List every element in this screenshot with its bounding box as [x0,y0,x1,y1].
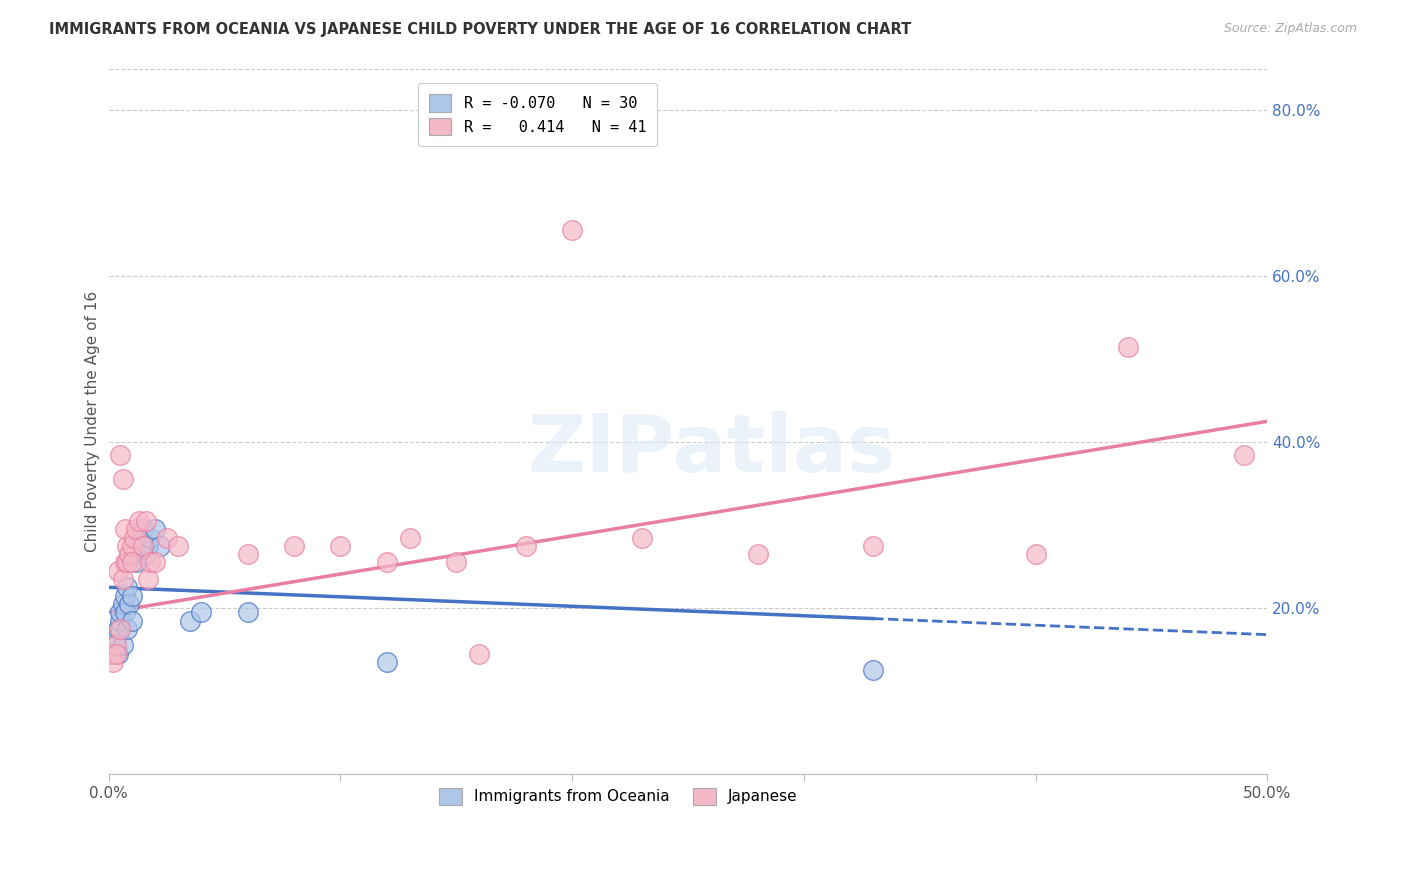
Point [115,539,138,553]
Point [561,223,583,237]
Text: Source: ZipAtlas.com: Source: ZipAtlas.com [1223,22,1357,36]
Point [118,547,141,561]
Point [167,539,190,553]
Point [1025,547,1047,561]
Point [149,539,172,553]
Point [190,605,212,619]
Point [747,547,769,561]
Point [1233,448,1256,462]
Point [110,448,132,462]
Point [121,539,143,553]
Point [110,605,132,619]
Point [329,539,352,553]
Point [107,647,129,661]
Point [630,531,652,545]
Point [132,539,155,553]
Point [129,539,152,553]
Point [155,531,177,545]
Point [114,605,136,619]
Y-axis label: Child Poverty Under the Age of 16: Child Poverty Under the Age of 16 [86,291,100,552]
Point [444,556,467,570]
Point [100,647,122,661]
Point [115,622,138,636]
Point [179,614,201,628]
Point [139,531,162,545]
Point [103,639,125,653]
Point [515,539,537,553]
Point [111,572,134,586]
Point [862,664,884,678]
Point [122,547,145,561]
Point [111,472,134,486]
Text: ZIPatlas: ZIPatlas [527,410,896,489]
Point [118,597,141,611]
Point [114,556,136,570]
Point [399,531,422,545]
Point [103,655,125,669]
Point [468,647,491,661]
Point [375,655,398,669]
Point [114,522,136,536]
Point [104,647,127,661]
Point [122,531,145,545]
Point [139,556,162,570]
Point [115,580,138,594]
Point [121,556,143,570]
Point [107,564,129,578]
Point [143,522,166,536]
Point [136,572,159,586]
Point [104,639,127,653]
Point [114,589,136,603]
Point [135,547,157,561]
Point [125,556,148,570]
Point [111,639,134,653]
Point [236,605,259,619]
Point [110,622,132,636]
Point [1116,340,1139,354]
Point [143,556,166,570]
Point [121,614,143,628]
Point [111,597,134,611]
Point [128,514,150,528]
Point [862,539,884,553]
Point [115,556,138,570]
Point [136,539,159,553]
Point [110,614,132,628]
Point [132,522,155,536]
Point [125,522,148,536]
Point [236,547,259,561]
Point [104,630,127,644]
Point [107,622,129,636]
Point [375,556,398,570]
Legend: Immigrants from Oceania, Japanese: Immigrants from Oceania, Japanese [429,777,808,816]
Point [283,539,305,553]
Point [121,589,143,603]
Point [128,531,150,545]
Point [135,514,157,528]
Text: IMMIGRANTS FROM OCEANIA VS JAPANESE CHILD POVERTY UNDER THE AGE OF 16 CORRELATIO: IMMIGRANTS FROM OCEANIA VS JAPANESE CHIL… [49,22,911,37]
